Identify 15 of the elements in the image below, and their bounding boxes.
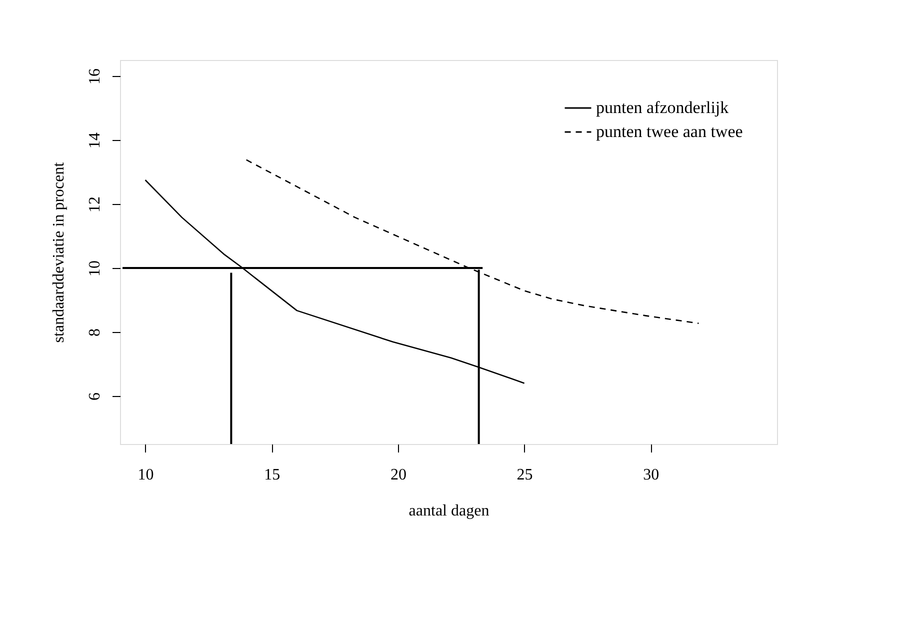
legend-label: punten afzonderlijk (596, 98, 730, 117)
x-tick-label: 10 (138, 466, 154, 484)
x-tick-label: 25 (516, 466, 533, 484)
y-tick-label: 16 (86, 68, 104, 84)
y-tick-label: 6 (86, 392, 104, 400)
y-tick-label: 14 (86, 132, 104, 148)
x-axis-title: aantal dagen (408, 502, 490, 520)
x-tick-label: 30 (643, 466, 660, 484)
y-tick-label: 12 (86, 196, 104, 212)
y-tick-label: 8 (86, 328, 104, 336)
legend-label: punten twee aan twee (596, 122, 743, 141)
x-tick-label: 15 (264, 466, 280, 484)
y-axis-title: standaarddeviatie in procent (50, 162, 68, 343)
y-tick-label: 10 (86, 260, 104, 276)
x-tick-label: 20 (390, 466, 406, 484)
